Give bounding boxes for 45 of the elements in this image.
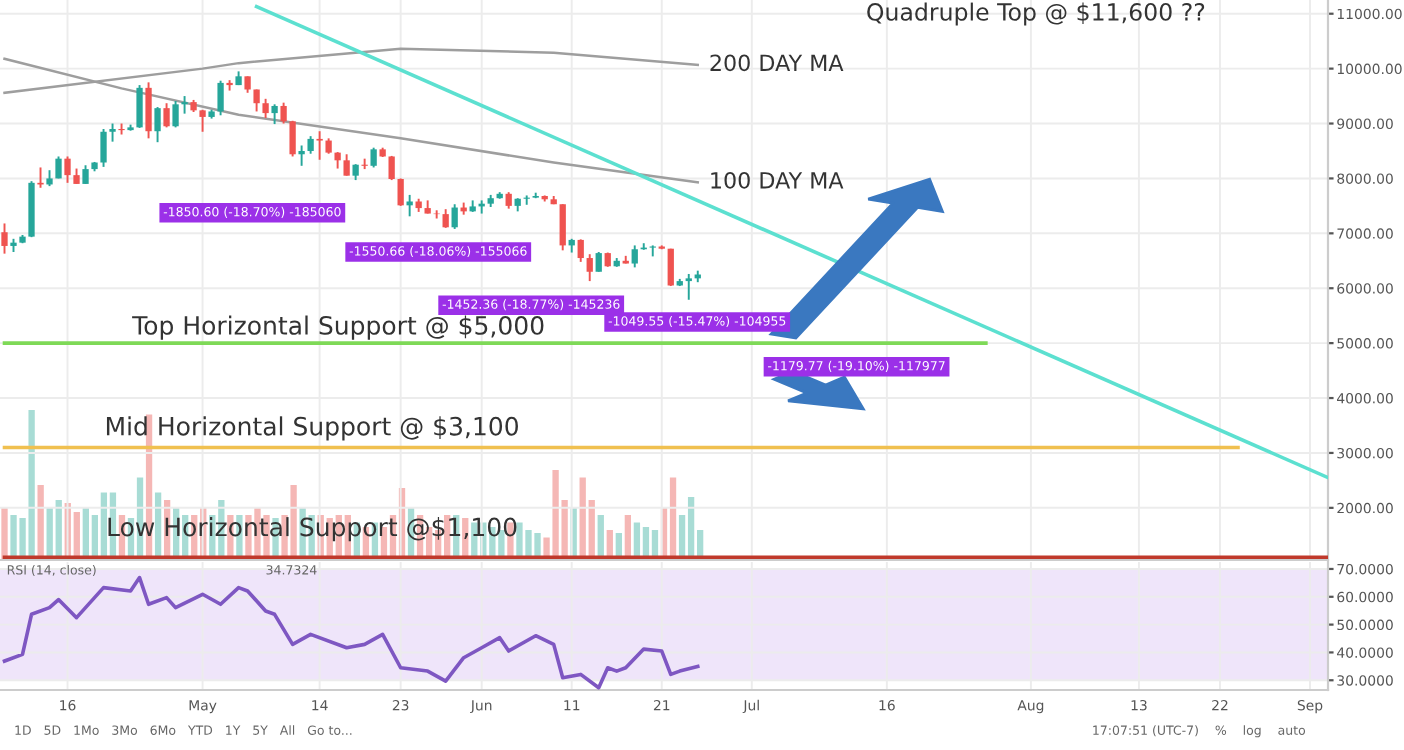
candlestick <box>559 203 566 252</box>
candlestick <box>586 253 593 283</box>
annotation: Quadruple Top @ $11,600 ?? <box>867 2 1205 26</box>
annotation: Mid Horizontal Support @ $3,100 <box>106 416 518 441</box>
bar <box>1 507 8 560</box>
candlestick <box>397 177 404 207</box>
candlestick <box>631 244 638 269</box>
candlestick <box>136 84 143 129</box>
candlestick <box>442 208 449 229</box>
candlestick <box>109 122 116 143</box>
candlestick <box>163 102 170 129</box>
candlestick <box>577 238 584 263</box>
candlestick <box>118 122 125 136</box>
annotation: Top Horizontal Support @ $5,000 <box>132 315 544 340</box>
candlestick <box>145 81 152 140</box>
bar <box>37 485 44 560</box>
series-label: 200 DAY MA <box>710 54 844 72</box>
line-series <box>2 575 700 690</box>
candlestick <box>667 247 674 288</box>
candlestick <box>253 88 260 113</box>
candlestick <box>271 103 278 126</box>
candlestick <box>100 128 107 168</box>
candlestick <box>388 154 395 182</box>
candlestick <box>217 79 224 117</box>
candlestick <box>316 130 323 161</box>
candlestick <box>370 146 377 169</box>
candlestick <box>82 164 89 185</box>
candlestick <box>181 95 188 115</box>
candlestick <box>64 155 71 184</box>
candlestick <box>685 272 692 301</box>
candlestick <box>595 251 602 273</box>
candlestick <box>343 153 350 177</box>
candlestick <box>361 157 368 171</box>
candlestick <box>406 193 413 218</box>
annotation: Low Horizontal Support @$1,100 <box>108 517 517 542</box>
candlestick <box>262 97 269 120</box>
candlestick <box>226 79 233 92</box>
candlestick <box>280 101 287 125</box>
candlestick <box>451 203 458 230</box>
candlestick <box>1 222 8 255</box>
series-label: 100 DAY MA <box>711 171 844 189</box>
candlestick <box>172 100 179 129</box>
candlestick <box>298 144 305 167</box>
candlestick <box>289 119 296 158</box>
candlestick <box>154 106 161 144</box>
